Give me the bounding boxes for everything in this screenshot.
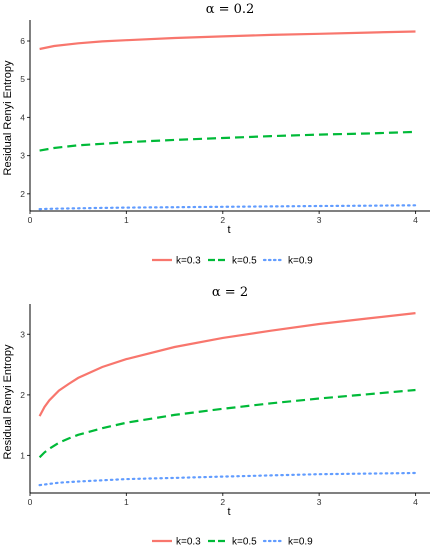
series-line-k=0.9: [38, 471, 417, 487]
y-tick-label: 6: [20, 36, 25, 46]
x-tick-label: 0: [28, 215, 33, 225]
x-tick-label: 2: [220, 215, 225, 225]
y-tick-label: 3: [20, 329, 25, 339]
panel-title: α = 0.2: [206, 2, 255, 17]
series-line-k=0.3: [39, 30, 416, 51]
panel-title: α = 2: [212, 285, 248, 300]
legend-label: k=0.3: [176, 256, 201, 267]
series-line-k=0.5: [39, 130, 416, 152]
y-tick-label: 2: [20, 189, 25, 199]
panel-alpha-0.2: α = 0.2 Residual Renyi Entropy 0 1 2 3 4 2 3 4 5…: [2, 2, 430, 267]
series-line-k=0.9: [38, 204, 417, 211]
y-tick-label: 1: [20, 450, 25, 460]
legend-label: k=0.5: [232, 256, 257, 267]
legend-label: k=0.5: [232, 537, 257, 548]
x-tick-label: 4: [413, 497, 418, 507]
x-tick-label: 2: [220, 497, 225, 507]
series-line-k=0.3: [38, 312, 416, 417]
x-axis-label: t: [227, 224, 230, 236]
series-line-k=0.5: [38, 388, 416, 459]
x-tick-label: 4: [413, 215, 418, 225]
x-tick-label: 1: [124, 497, 129, 507]
x-tick-label: 3: [317, 215, 322, 225]
x-tick-label: 0: [28, 497, 33, 507]
legend: k=0.3 k=0.5 k=0.9: [152, 256, 313, 267]
x-axis-label: t: [227, 506, 230, 518]
y-tick-label: 4: [20, 112, 25, 122]
legend-label: k=0.3: [176, 537, 201, 548]
y-tick-label: 5: [20, 74, 25, 84]
legend: k=0.3 k=0.5 k=0.9: [152, 537, 313, 548]
x-tick-label: 1: [124, 215, 129, 225]
x-tick-label: 3: [317, 497, 322, 507]
legend-label: k=0.9: [288, 256, 313, 267]
y-tick-label: 2: [20, 390, 25, 400]
y-axis-label: Residual Renyi Entropy: [2, 60, 14, 175]
y-axis-label: Residual Renyi Entropy: [2, 344, 14, 459]
y-tick-label: 3: [20, 151, 25, 161]
legend-label: k=0.9: [288, 537, 313, 548]
